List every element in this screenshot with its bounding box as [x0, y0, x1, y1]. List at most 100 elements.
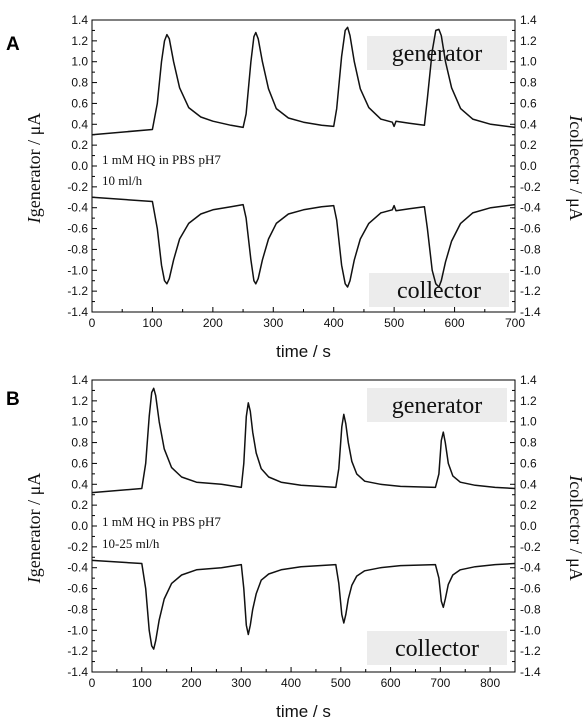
x-axis-label: time / s: [276, 702, 331, 720]
y-tick-label-left: -1.4: [67, 665, 88, 679]
y-tick-label-right: 0.0: [520, 519, 537, 533]
y-axis-label-right: Icollector / μA: [566, 114, 586, 221]
y-tick-label-left: -0.4: [67, 201, 88, 215]
y-tick-label-right: 1.4: [520, 13, 537, 27]
generator-label-bg: [367, 36, 507, 70]
y-tick-label-right: 1.0: [520, 55, 537, 69]
y-tick-label-left: -0.8: [67, 602, 88, 616]
y-axis-label-left-rest: generator / μA: [24, 473, 44, 578]
y-tick-label-right: 0.8: [520, 436, 537, 450]
collector-label: collector: [397, 278, 481, 304]
y-tick-label-left: -1.2: [67, 644, 88, 658]
annotation: 10-25 ml/h: [102, 536, 160, 551]
y-tick-label-left: 0.2: [71, 498, 88, 512]
collector-trace: [91, 559, 516, 650]
y-tick-label-left: 0.8: [71, 76, 88, 90]
y-tick-label-right: 1.4: [520, 373, 537, 387]
y-tick-label-right: -1.4: [520, 305, 541, 319]
x-tick-label: 100: [132, 676, 152, 690]
y-tick-label-left: 0.4: [71, 117, 88, 131]
generator-trace: [91, 387, 516, 494]
y-tick-label-right: -0.6: [520, 222, 541, 236]
generator-label: generator: [392, 393, 483, 419]
y-tick-label-left: -1.0: [67, 623, 88, 637]
collector-label-bg: [367, 631, 507, 665]
y-tick-label-right: -0.2: [520, 180, 541, 194]
annotation: 1 mM HQ in PBS pH7: [102, 152, 221, 167]
y-tick-label-left: 0.6: [71, 96, 88, 110]
y-axis-label-right-italic: I: [566, 474, 586, 482]
x-tick-label: 600: [445, 316, 465, 330]
plot-frame: [91, 379, 516, 673]
panel-letter: B: [6, 389, 20, 410]
y-axis-label-left: Igenerator / μA: [24, 113, 44, 225]
panel-letter: A: [6, 34, 20, 55]
x-tick-label: 300: [263, 316, 283, 330]
y-tick-label-left: -0.8: [67, 242, 88, 256]
y-axis-label-right: Icollector / μA: [566, 474, 586, 581]
y-axis-label-left: Igenerator / μA: [24, 473, 44, 585]
y-tick-label-left: 0.0: [71, 519, 88, 533]
y-tick-label-left: 1.4: [71, 373, 88, 387]
x-tick-label: 0: [89, 316, 96, 330]
x-tick-label: 200: [182, 676, 202, 690]
annotation: 10 ml/h: [102, 173, 143, 188]
y-tick-label-left: -0.6: [67, 582, 88, 596]
y-tick-label-right: -0.6: [520, 582, 541, 596]
y-tick-label-right: -1.2: [520, 644, 541, 658]
collector-trace: [91, 196, 516, 288]
y-tick-label-right: 0.4: [520, 477, 537, 491]
y-tick-label-left: 1.0: [71, 55, 88, 69]
y-tick-label-left: -1.2: [67, 284, 88, 298]
y-tick-label-right: -1.4: [520, 665, 541, 679]
x-tick-label: 0: [89, 676, 96, 690]
collector-label: collector: [395, 636, 479, 662]
y-tick-label-left: -0.6: [67, 222, 88, 236]
x-tick-label: 600: [381, 676, 401, 690]
y-tick-label-right: -0.8: [520, 242, 541, 256]
y-tick-label-left: 0.8: [71, 436, 88, 450]
y-axis-label-left-rest: generator / μA: [24, 113, 44, 218]
y-tick-label-right: -1.2: [520, 284, 541, 298]
y-tick-label-left: 1.0: [71, 415, 88, 429]
x-axis-label: time / s: [276, 342, 331, 361]
y-tick-label-right: 0.4: [520, 117, 537, 131]
x-tick-label: 100: [142, 316, 162, 330]
y-tick-label-right: -0.4: [520, 201, 541, 215]
y-axis-label-right-rest: collector / μA: [566, 481, 586, 581]
y-tick-label-right: 0.0: [520, 159, 537, 173]
y-axis-label-left-italic: I: [24, 576, 44, 584]
y-tick-label-right: -1.0: [520, 263, 541, 277]
y-tick-label-left: 0.4: [71, 477, 88, 491]
x-tick-label: 400: [281, 676, 301, 690]
y-axis-label-right-rest: collector / μA: [566, 121, 586, 221]
y-tick-label-left: 0.0: [71, 159, 88, 173]
collector-label-bg: [369, 273, 509, 307]
x-tick-label: 500: [331, 676, 351, 690]
y-tick-label-right: -0.2: [520, 540, 541, 554]
y-axis-label-left-italic: I: [24, 216, 44, 224]
y-tick-label-left: -1.4: [67, 305, 88, 319]
y-tick-label-right: 0.6: [520, 456, 537, 470]
x-tick-label: 800: [480, 676, 500, 690]
x-tick-label: 700: [430, 676, 450, 690]
y-tick-label-left: -1.0: [67, 263, 88, 277]
y-tick-label-right: -0.4: [520, 561, 541, 575]
plot-frame: [91, 19, 516, 313]
panel-b: B -1.4 -1.4 -1.2 -1.2 -1.0 -1.0 -0.8 -0.8 -0.6 -0.…: [6, 373, 586, 720]
y-tick-label-right: 0.2: [520, 138, 537, 152]
y-tick-label-left: -0.2: [67, 540, 88, 554]
generator-trace: [91, 26, 516, 136]
generator-label-bg: [367, 388, 507, 422]
x-tick-label: 300: [231, 676, 251, 690]
panel-a: A -1.4 -1.4 -1.2 -1.2 -1.0 -1.0 -0.8 -0.8 -0.6 -0.…: [6, 13, 586, 361]
generator-label: generator: [392, 41, 483, 67]
y-tick-label-right: 1.2: [520, 34, 537, 48]
y-axis-label-right-italic: I: [566, 114, 586, 122]
y-tick-label-left: 1.2: [71, 34, 88, 48]
x-tick-label: 500: [384, 316, 404, 330]
x-tick-label: 200: [203, 316, 223, 330]
y-tick-label-left: 1.4: [71, 13, 88, 27]
y-tick-label-right: 1.0: [520, 415, 537, 429]
